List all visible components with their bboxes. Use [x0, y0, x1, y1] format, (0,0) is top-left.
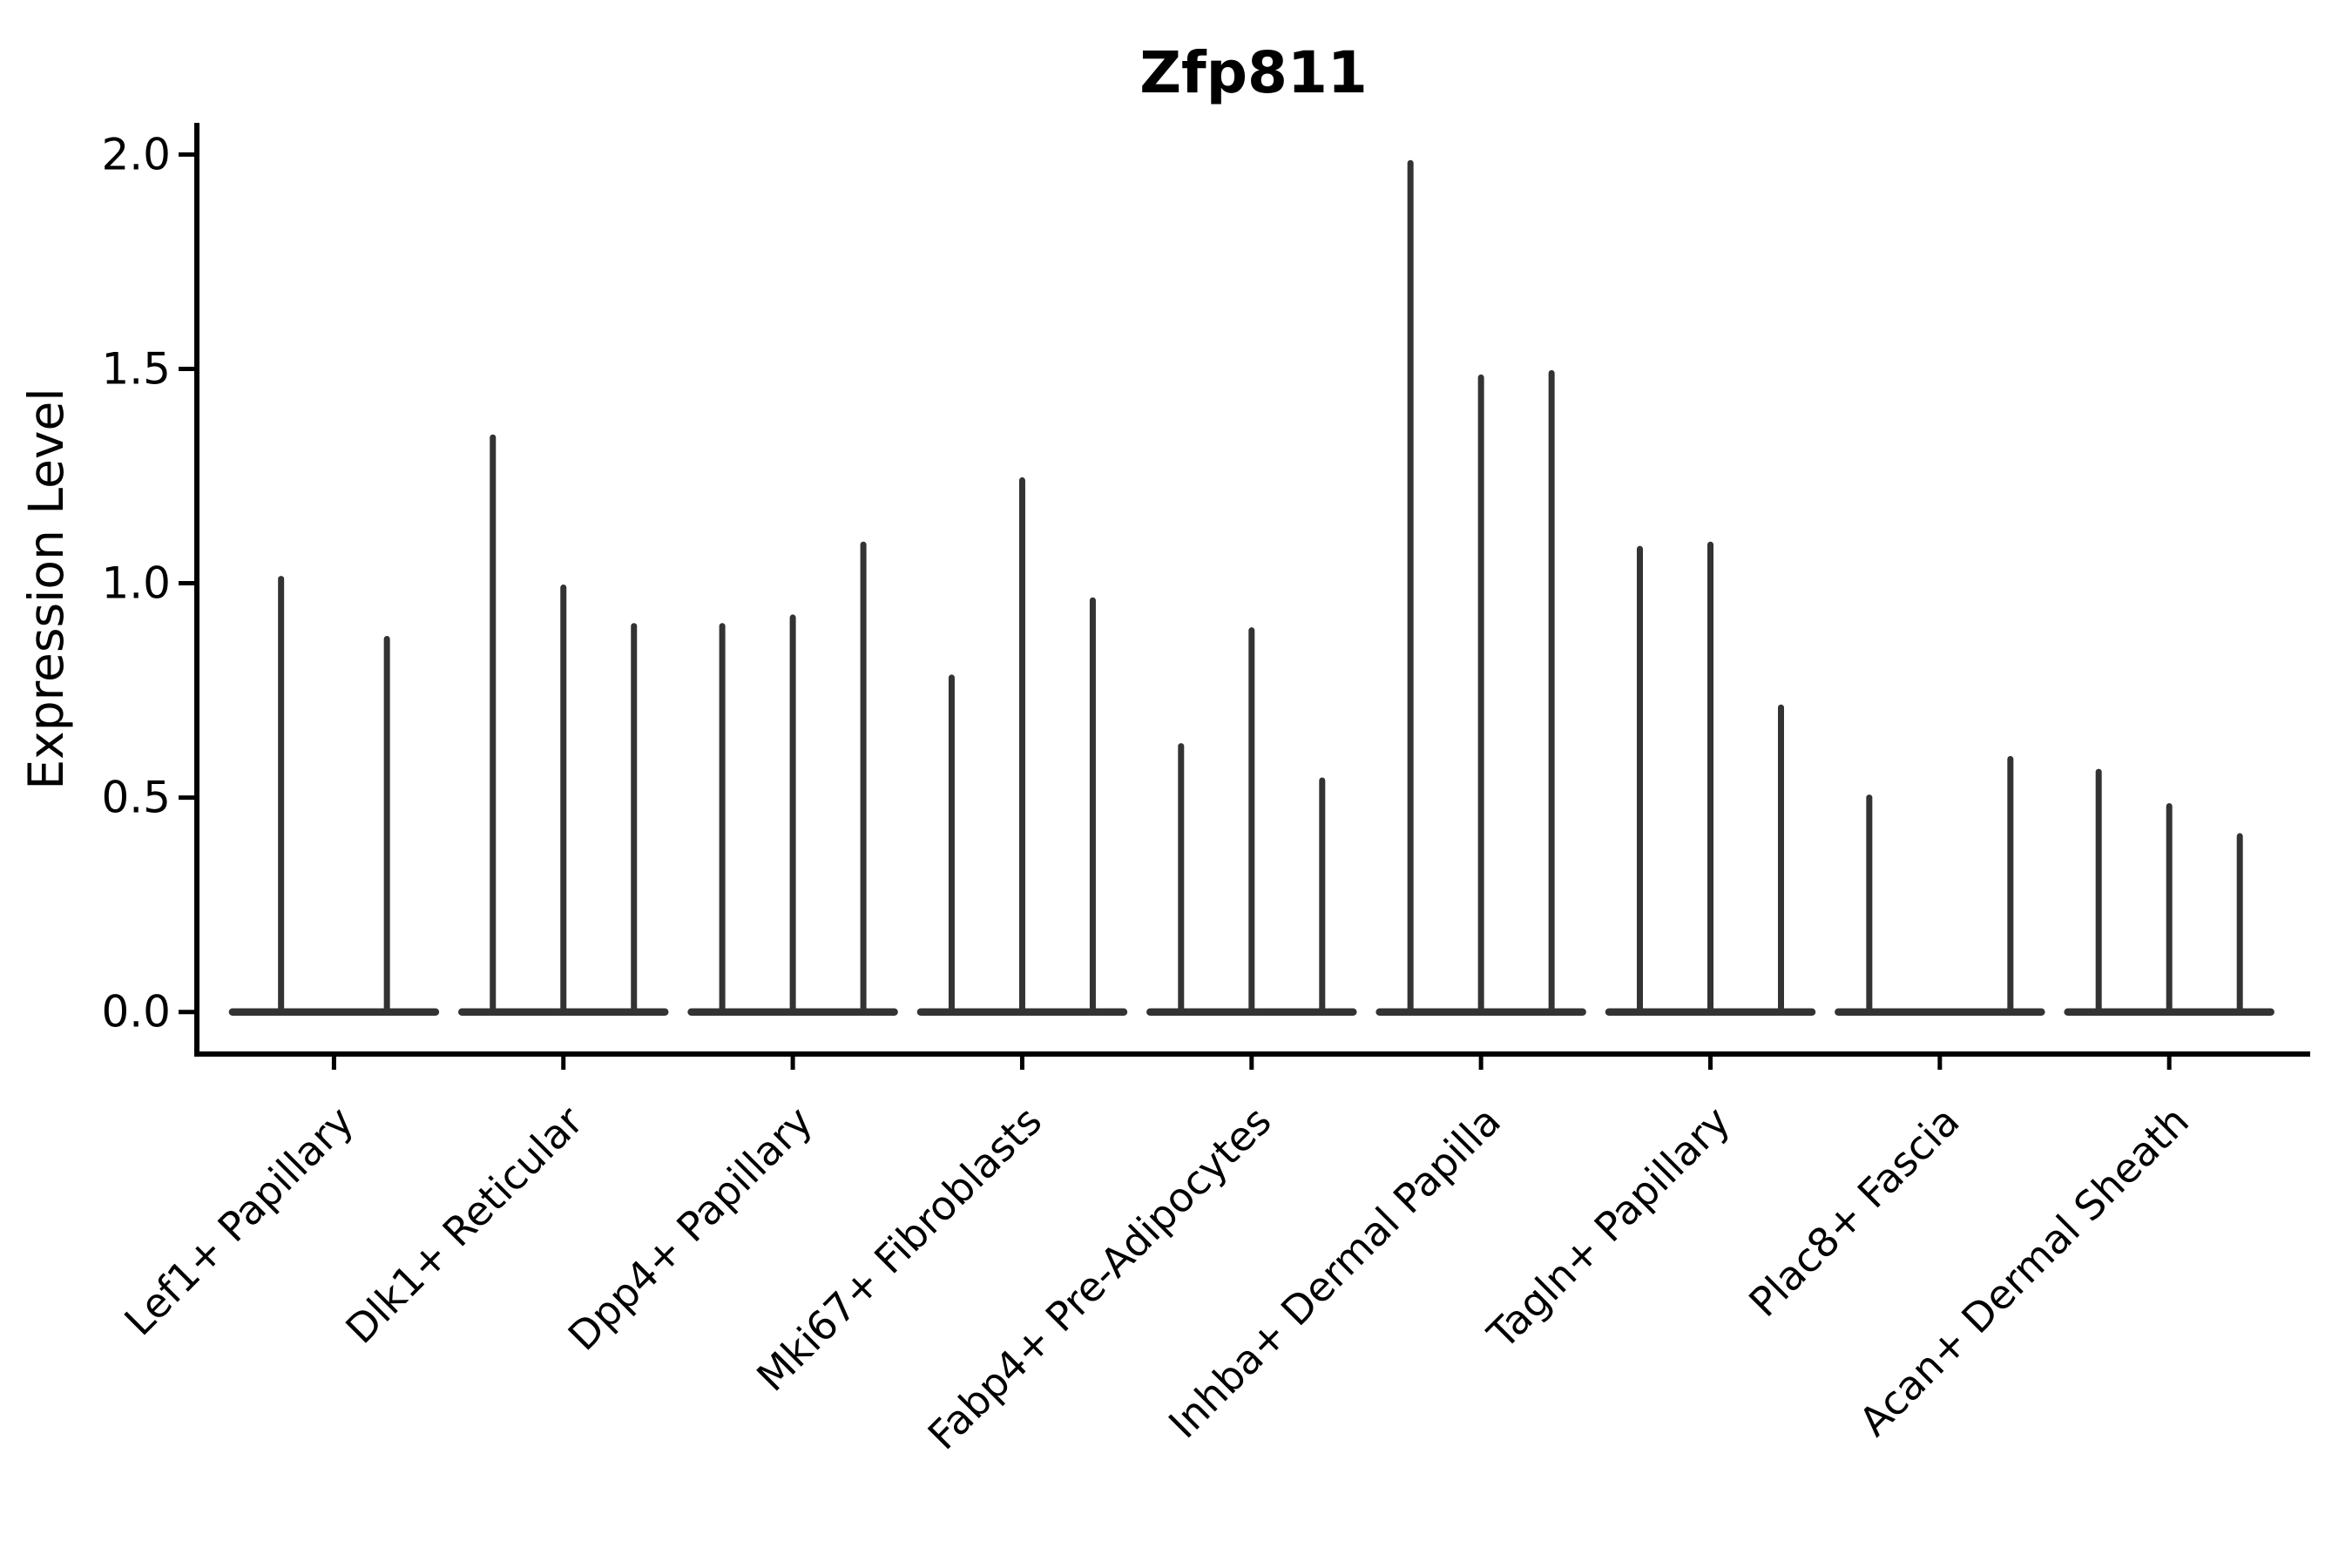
- x-tick-label: Lef1+ Papillary: [115, 1098, 362, 1345]
- chart-title: Zfp811: [1139, 39, 1368, 106]
- violin-group: [228, 576, 440, 1016]
- y-ticks: 0.0 0.5 1.0 1.5 2.0: [101, 129, 197, 1037]
- y-tick-label: 2.0: [101, 129, 171, 179]
- y-tick-label: 0.5: [101, 773, 171, 823]
- violin-group: [2064, 768, 2274, 1016]
- y-axis-label: Expression Level: [18, 388, 74, 789]
- violin-group: [1835, 755, 2045, 1016]
- violin-group: [1146, 627, 1357, 1016]
- x-tick-label: Tagln+ Papillary: [1478, 1098, 1740, 1359]
- violin-group: [687, 541, 898, 1016]
- violin-group: [1375, 159, 1586, 1016]
- x-tick-label: Dlk1+ Reticular: [336, 1098, 591, 1353]
- violin-group: [916, 476, 1128, 1016]
- y-tick-label: 1.5: [101, 343, 171, 394]
- violin-group: [458, 434, 669, 1016]
- y-tick-label: 1.0: [101, 558, 171, 609]
- y-tick-label: 0.0: [101, 987, 171, 1037]
- x-tick-label: Dpp4+ Papillary: [559, 1098, 821, 1360]
- x-tick-label: Plac8+ Fascia: [1740, 1098, 1968, 1326]
- violins: [228, 159, 2274, 1016]
- violin-group: [1605, 541, 1816, 1016]
